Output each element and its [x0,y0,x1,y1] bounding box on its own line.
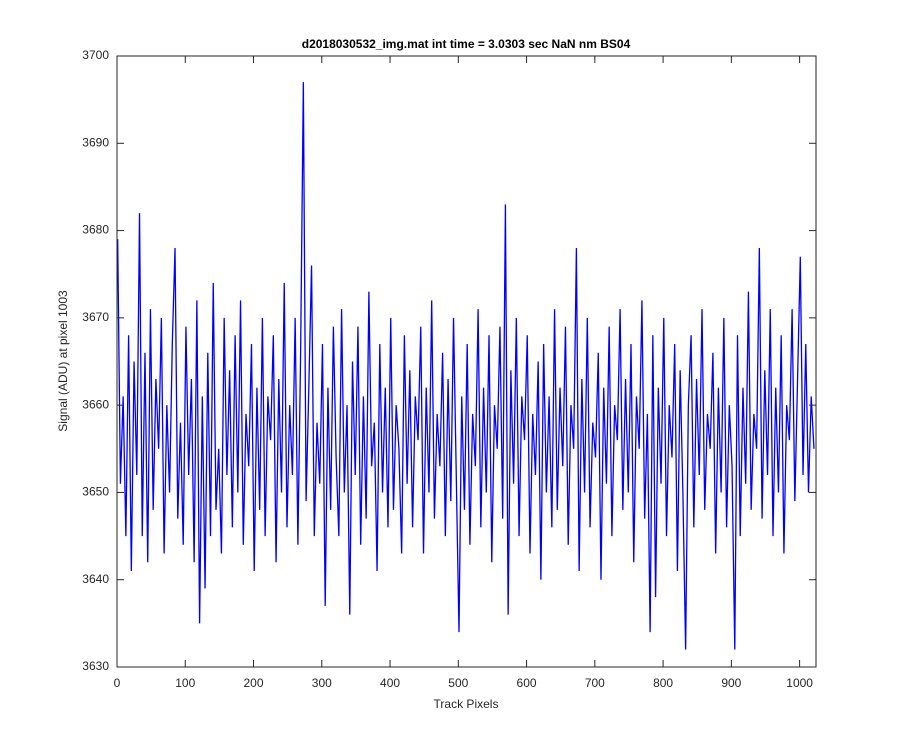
y-tick-label: 3700 [82,48,109,62]
x-tick-label: 100 [175,676,195,690]
y-axis-label: Signal (ADU) at pixel 1003 [56,290,70,432]
x-tick-label: 200 [244,676,264,690]
data-line [117,82,815,650]
x-tick-label: 900 [721,676,741,690]
x-tick-label: 300 [312,676,332,690]
chart-title: d2018030532_img.mat int time = 3.0303 se… [302,37,631,51]
x-tick-label: 800 [653,676,673,690]
x-tick-label: 700 [585,676,605,690]
y-tick-label: 3640 [82,572,109,586]
x-axis-label: Track Pixels [434,697,499,711]
y-tick-label: 3660 [82,397,109,411]
x-tick-label: 400 [380,676,400,690]
y-tick-label: 3690 [82,135,109,149]
y-tick-label: 3630 [82,659,109,673]
x-tick-label: 1000 [786,676,813,690]
x-tick-label: 500 [448,676,468,690]
x-tick-label: 600 [517,676,537,690]
y-tick-label: 3680 [82,223,109,237]
plot-box [116,55,817,668]
y-tick-label: 3670 [82,310,109,324]
x-tick-label: 0 [114,676,121,690]
y-tick-label: 3650 [82,485,109,499]
